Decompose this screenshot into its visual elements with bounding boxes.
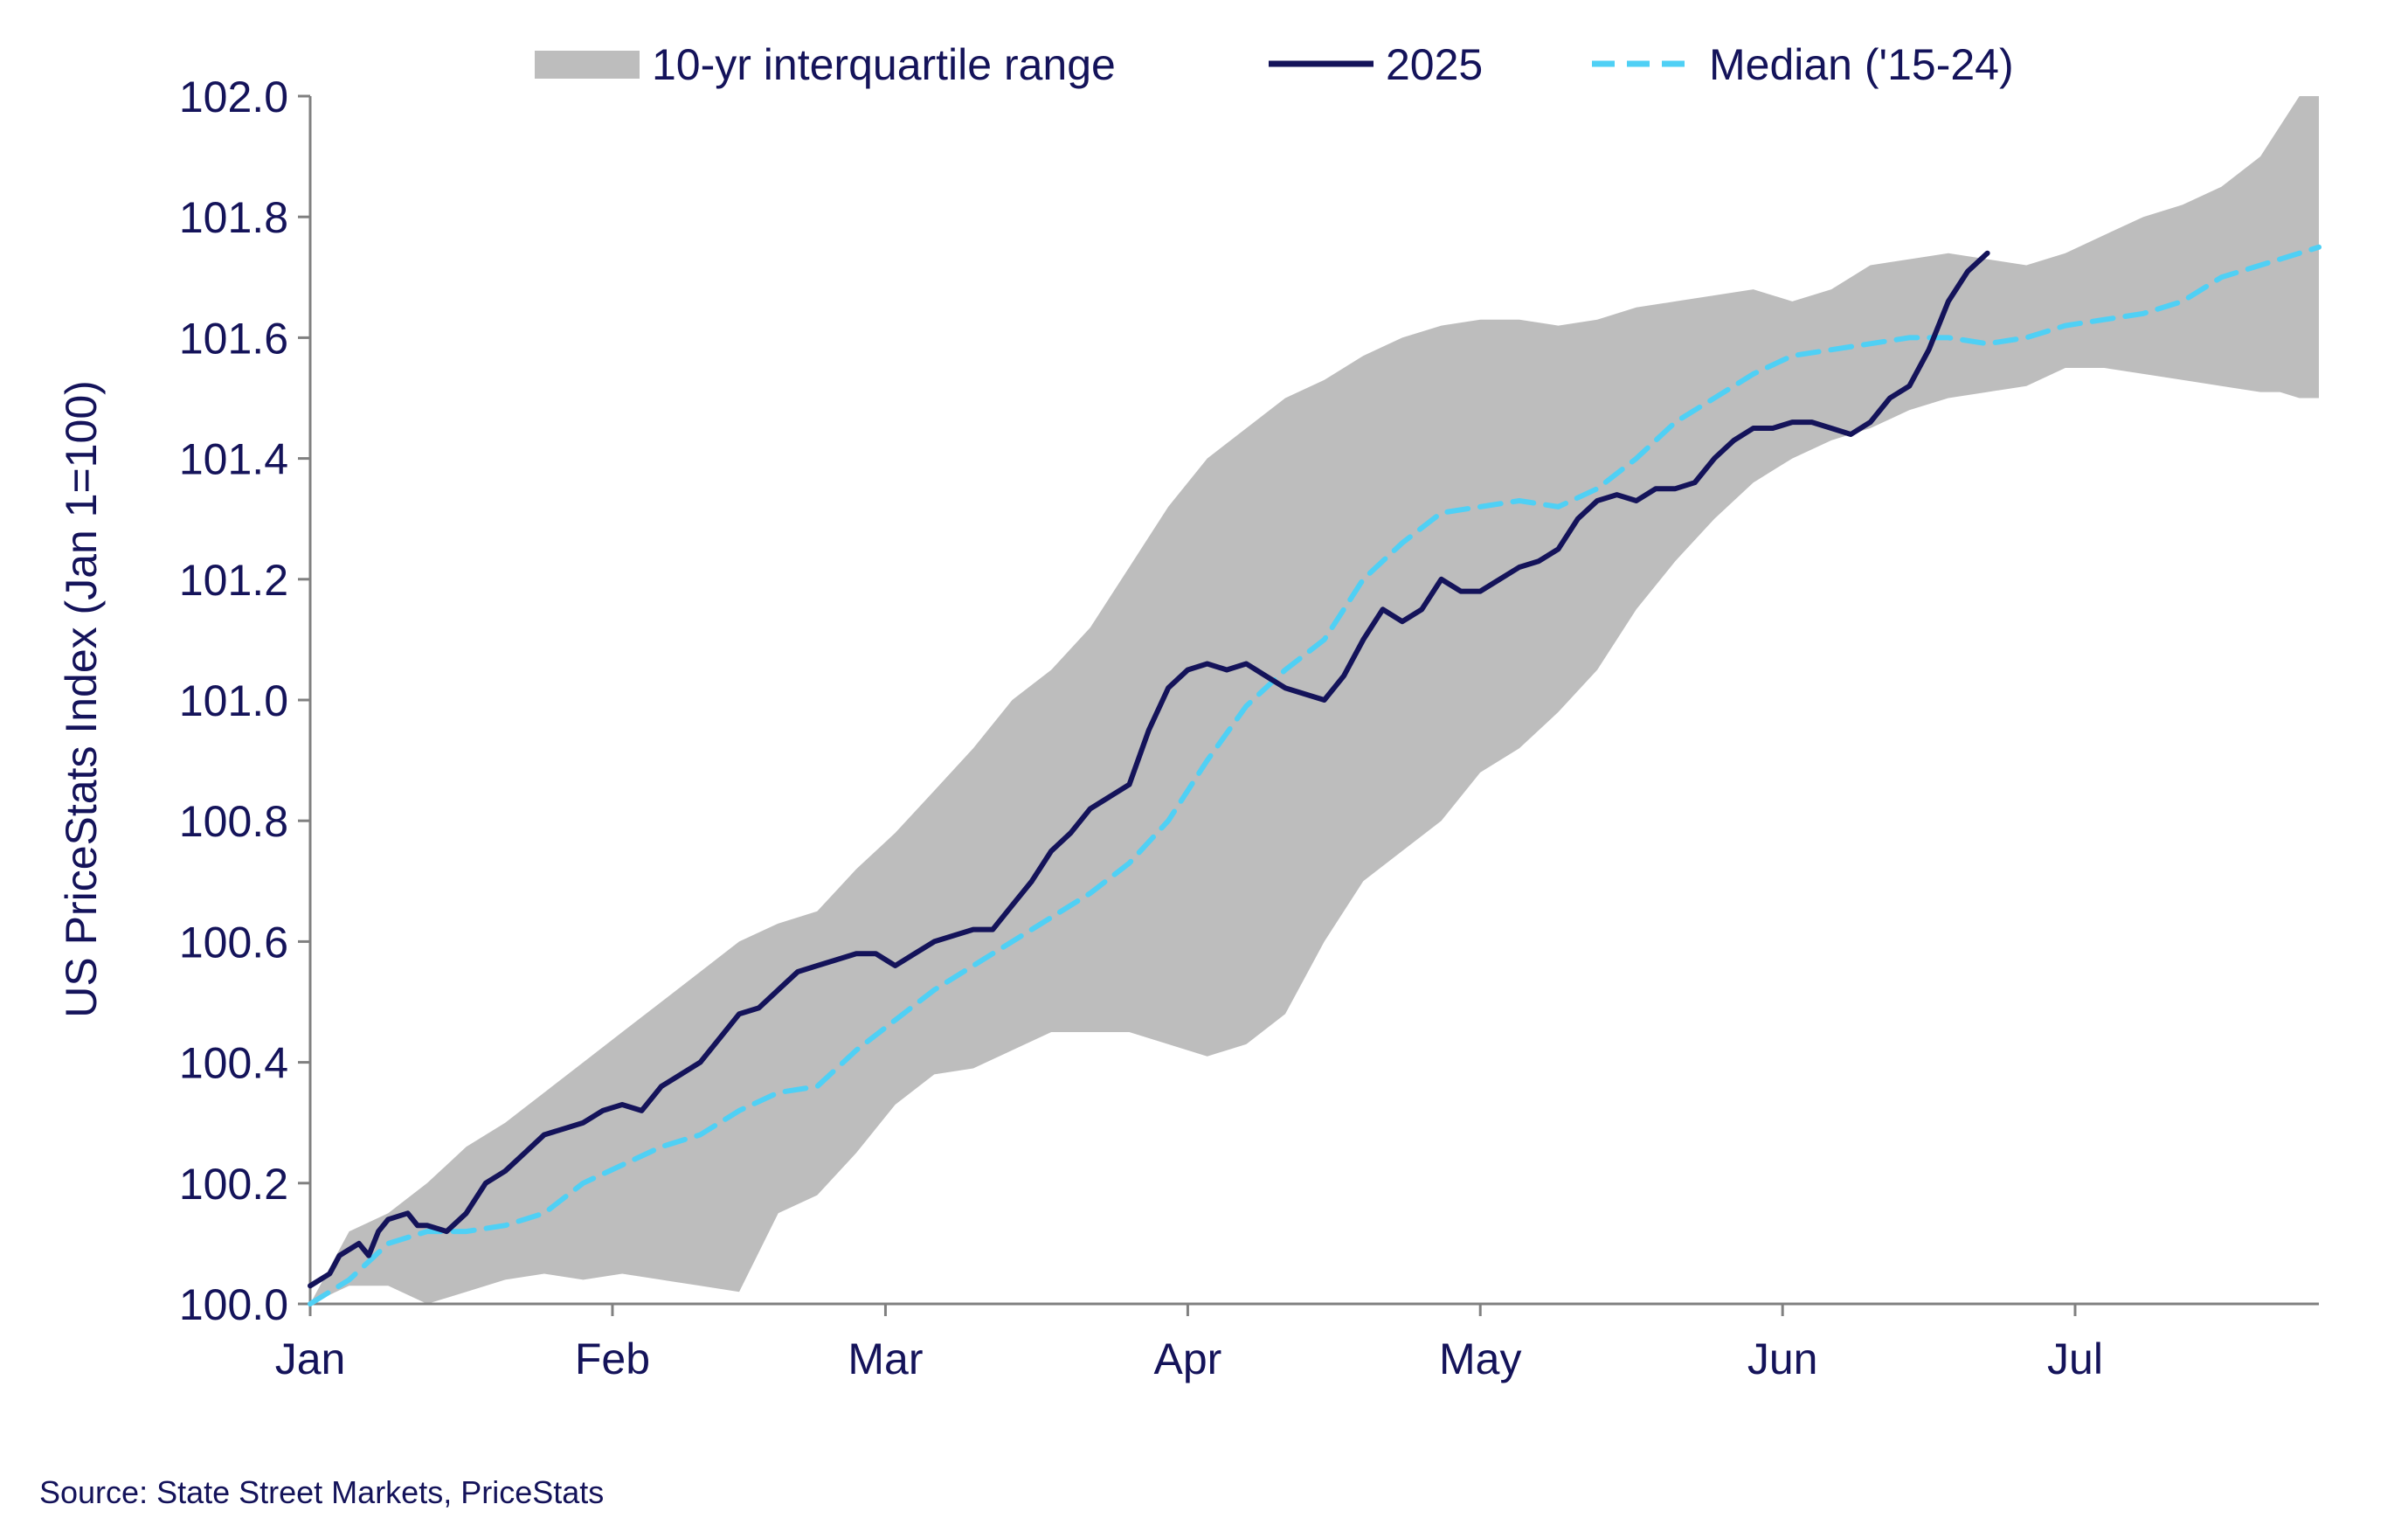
y-tick-label: 100.2 [179, 1160, 288, 1209]
series-line-2025 [308, 250, 1990, 1289]
series-line-median [308, 244, 2322, 1307]
legend-label-2025: 2025 [1386, 40, 1483, 89]
y-tick-label: 101.0 [179, 676, 288, 725]
iqr-band-layer [310, 96, 2319, 1304]
x-tick-label: Jul [2047, 1334, 2103, 1383]
y-tick-label: 102.0 [179, 73, 288, 121]
y-tick-label: 101.8 [179, 193, 288, 242]
y-tick-label: 100.4 [179, 1039, 288, 1088]
y-ticks: 100.0 100.2 100.4 100.6 100.8 101.0 101.2 101.4… [179, 73, 310, 1329]
x-tick-label: Feb [575, 1334, 650, 1383]
x-tick-label: Jan [275, 1334, 346, 1383]
y-tick-label: 101.2 [179, 556, 288, 605]
legend-label-band: 10-yr interquartile range [652, 40, 1116, 89]
y-tick-label: 101.4 [179, 435, 288, 484]
x-tick-label: Apr [1154, 1334, 1222, 1383]
legend-swatch-band [535, 51, 640, 79]
y-axis-label: US PriceStats Index (Jan 1=100) [57, 380, 106, 1018]
x-tick-label: Jun [1747, 1334, 1818, 1383]
legend: 10-yr interquartile range 2025 Median ('… [535, 40, 2014, 89]
iqr-band [310, 96, 2319, 1304]
y-tick-label: 101.6 [179, 314, 288, 363]
x-tick-label: May [1439, 1334, 1521, 1383]
source-note: Source: State Street Markets, PriceStats [39, 1474, 604, 1510]
y-tick-label: 100.0 [179, 1280, 288, 1329]
x-ticks: Jan Feb Mar Apr May Jun Jul [275, 1304, 2103, 1383]
y-tick-label: 100.6 [179, 918, 288, 967]
y-tick-label: 100.8 [179, 797, 288, 846]
legend-label-median: Median ('15-24) [1709, 40, 2014, 89]
series-lines [308, 244, 2322, 1307]
x-tick-label: Mar [848, 1334, 923, 1383]
